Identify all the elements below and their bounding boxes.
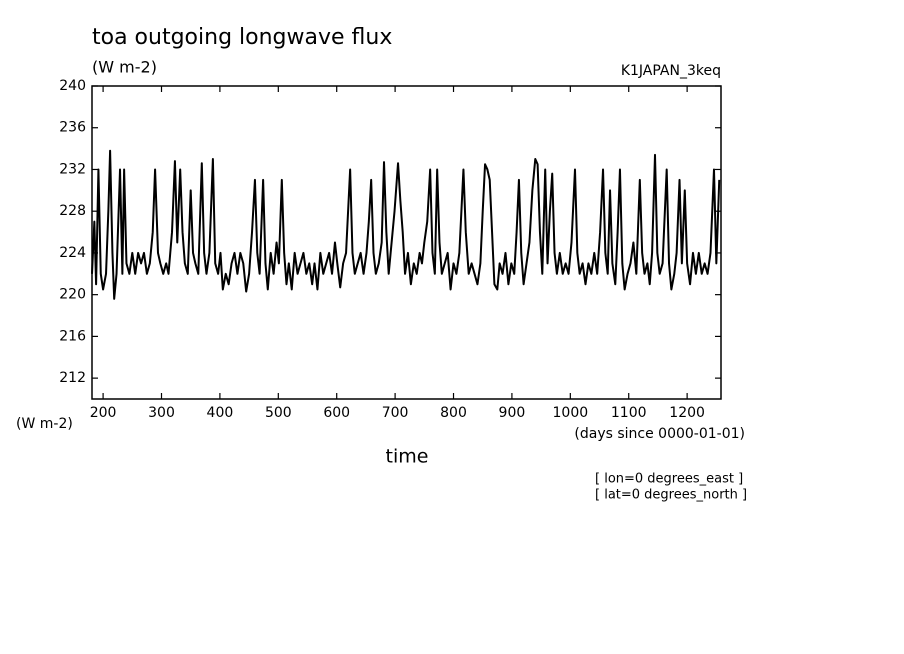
y-tick-label: 232 (59, 161, 86, 177)
y-tick-label: 212 (59, 370, 86, 386)
y-axis-label: (W m-2) (16, 416, 73, 432)
x-tick-label: 300 (148, 405, 175, 421)
y-tick-label: 228 (59, 203, 86, 219)
x-units-label: (days since 0000-01-01) (574, 426, 745, 442)
x-tick-label: 1000 (553, 405, 589, 421)
annotation: [ lon=0 degrees_east ] (595, 472, 743, 487)
experiment-label: K1JAPAN_3keq (621, 63, 721, 79)
y-tick-label: 240 (59, 78, 86, 94)
data-line (91, 149, 721, 300)
y-tick-label: 236 (59, 120, 86, 136)
x-tick-label: 1100 (611, 405, 647, 421)
x-tick-label: 200 (90, 405, 117, 421)
x-tick-label: 500 (265, 405, 292, 421)
x-tick-label: 600 (323, 405, 350, 421)
x-axis-label: time (386, 446, 429, 468)
y-tick-label: 224 (59, 245, 86, 261)
plot-frame (91, 85, 722, 400)
x-tick-label: 800 (440, 405, 467, 421)
annotation: [ lat=0 degrees_north ] (595, 488, 747, 503)
x-tick-label: 400 (207, 405, 234, 421)
x-tick-label: 700 (382, 405, 409, 421)
chart-title: toa outgoing longwave flux (92, 25, 392, 50)
y-tick-label: 220 (59, 287, 86, 303)
x-tick-label: 900 (499, 405, 526, 421)
chart-subtitle: (W m-2) (92, 58, 157, 77)
x-tick-label: 1200 (669, 405, 705, 421)
y-tick-label: 216 (59, 328, 86, 344)
